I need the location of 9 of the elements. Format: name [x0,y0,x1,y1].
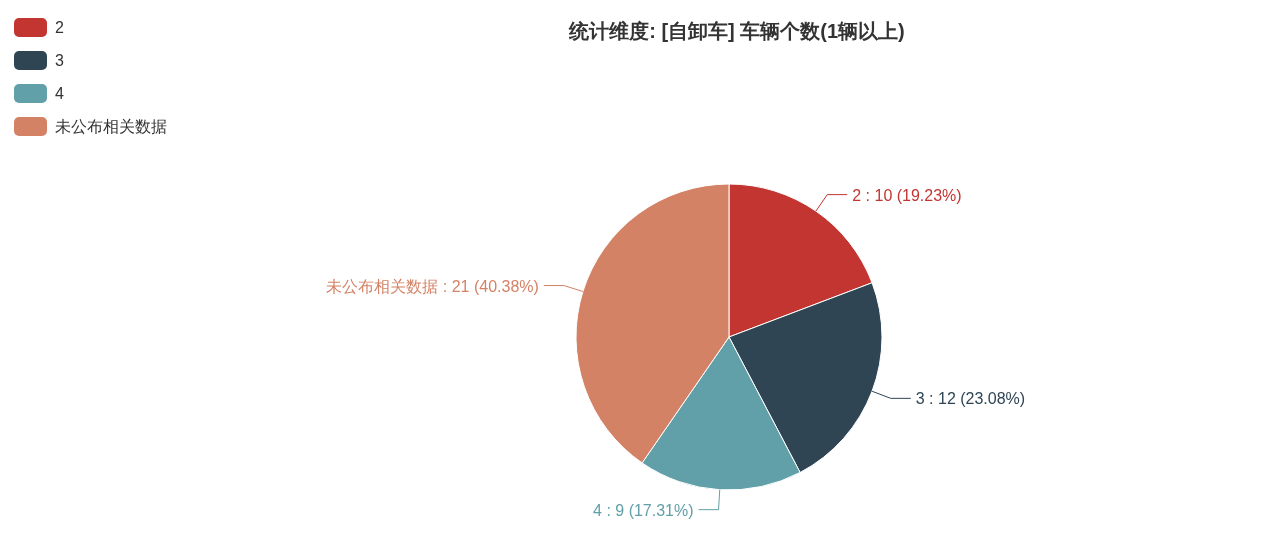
data-label: 2 : 10 (19.23%) [852,186,962,204]
legend-label: 2 [55,19,64,36]
data-label: 4 : 9 (17.31%) [593,501,694,519]
chart-title: 统计维度: [自卸车] 车辆个数(1辆以上) [568,20,905,42]
legend-label: 未公布相关数据 [55,118,167,135]
data-label: 未公布相关数据 : 21 (40.38%) [326,277,539,295]
data-label: 3 : 12 (23.08%) [915,390,1026,408]
legend-label: 4 [55,85,64,102]
legend-label: 3 [55,52,64,69]
